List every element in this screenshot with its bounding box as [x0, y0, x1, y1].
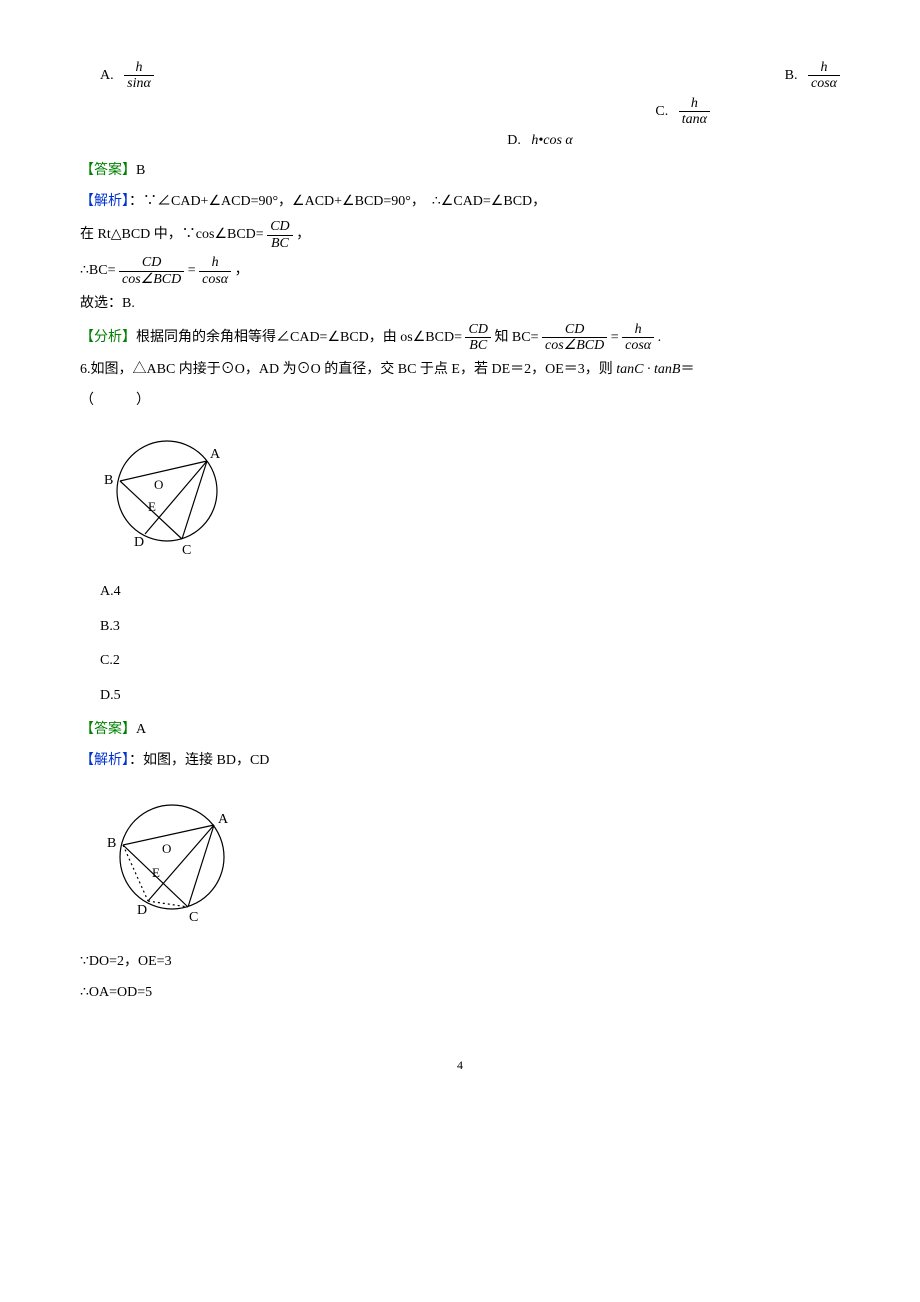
label-C: C [189, 910, 198, 925]
frac-bc2: h cosα [199, 255, 231, 287]
bc-pre: ∴BC= [80, 263, 119, 278]
frac-cd-bc: CD BC [267, 219, 292, 251]
answer-value: A [136, 722, 146, 737]
q5-answer: 【答案】B [80, 158, 840, 185]
q5-fenxi: 【分析】根据同角的余角相等得∠CAD=∠BCD，由 os∠BCD= CD BC … [80, 322, 840, 354]
q6-option-a: A.4 [100, 579, 840, 606]
eq: = [188, 263, 199, 278]
label-E: E [148, 499, 156, 514]
q5-option-a: A. h sinα [100, 60, 154, 92]
option-d-text: h•cos α [531, 133, 572, 148]
q5-bc-line: ∴BC= CD cos∠BCD = h cosα ， [80, 255, 840, 287]
q5-rt-line: 在 Rt△BCD 中，∵cos∠BCD= CD BC ， [80, 219, 840, 251]
q5-option-c: C. h tanα [80, 96, 840, 128]
option-b-label: B. [785, 68, 798, 83]
option-a-label: A. [100, 68, 114, 83]
fenxi-label: 【分析】 [80, 330, 136, 345]
q6-stem: 6.如图，△ABC 内接于⊙O，AD 为⊙O 的直径，交 BC 于点 E，若 D… [80, 357, 840, 384]
q6-figure-1: A B O E D C [92, 426, 840, 567]
q6-analysis: 【解析】：如图，连接 BD，CD [80, 748, 840, 775]
q6-options: A.4 B.3 C.2 D.5 [100, 579, 840, 709]
bc-tail: ， [235, 263, 249, 278]
fenxi-mid: 知 BC= [494, 330, 542, 345]
q6-option-d: D.5 [100, 683, 840, 710]
label-A: A [210, 447, 221, 462]
frac-fenxi-3: h cosα [622, 322, 654, 354]
circle-diagram-icon: A B O E D C [92, 426, 242, 556]
analysis-label: 【解析】 [80, 194, 129, 209]
label-E: E [152, 865, 160, 880]
q6-option-c: C.2 [100, 648, 840, 675]
rt-pre: 在 Rt△BCD 中，∵cos∠BCD= [80, 227, 267, 242]
circle-diagram-2-icon: A B O E D C [92, 787, 252, 927]
eq2: = [611, 330, 622, 345]
label-B: B [107, 836, 116, 851]
label-O: O [154, 477, 163, 492]
answer-label: 【答案】 [80, 722, 136, 737]
q6-figure-2: A B O E D C [92, 787, 840, 938]
q6-answer: 【答案】A [80, 717, 840, 744]
analysis-text: ：∵∠CAD+∠ACD=90°，∠ACD+∠BCD=90°， ∴∠CAD=∠BC… [129, 194, 546, 209]
option-a-fraction: h sinα [124, 60, 154, 92]
q6-option-b: B.3 [100, 614, 840, 641]
option-c-fraction: h tanα [679, 96, 710, 128]
q5-conclusion: 故选：B. [80, 291, 840, 318]
q6-stem-post: ＝ [680, 362, 694, 377]
q6-stem-pre: 6.如图，△ABC 内接于⊙O，AD 为⊙O 的直径，交 BC 于点 E，若 D… [80, 362, 616, 377]
page-number: 4 [80, 1054, 840, 1077]
rt-tail: ， [296, 227, 310, 242]
label-O: O [162, 841, 171, 856]
label-A: A [218, 812, 229, 827]
label-D: D [137, 903, 147, 918]
frac-fenxi-2: CD cos∠BCD [542, 322, 607, 354]
q5-option-b: B. h cosα [785, 60, 840, 92]
q5-option-d: D. h•cos α [80, 128, 840, 155]
analysis-text: ：如图，连接 BD，CD [129, 753, 269, 768]
q6-paren: （ ） [80, 388, 840, 415]
option-b-fraction: h cosα [808, 60, 840, 92]
fenxi-text1: 根据同角的余角相等得∠CAD=∠BCD，由 os∠BCD= [136, 330, 465, 345]
label-D: D [134, 535, 144, 550]
q6-line1: ∵DO=2，OE=3 [80, 949, 840, 976]
frac-fenxi-1: CD BC [465, 322, 490, 354]
option-c-label: C. [655, 104, 668, 119]
q5-analysis-1: 【解析】：∵∠CAD+∠ACD=90°，∠ACD+∠BCD=90°， ∴∠CAD… [80, 189, 840, 216]
frac-bc1: CD cos∠BCD [119, 255, 184, 287]
q5-option-row-ab: A. h sinα B. h cosα [80, 60, 840, 92]
answer-label: 【答案】 [80, 163, 136, 178]
option-d-label: D. [507, 133, 521, 148]
q6-stem-math: tanC · tanB [616, 362, 680, 377]
analysis-label: 【解析】 [80, 753, 129, 768]
label-C: C [182, 543, 191, 556]
q6-line2: ∴OA=OD=5 [80, 980, 840, 1007]
answer-value: B [136, 163, 145, 178]
fenxi-tail: . [658, 330, 662, 345]
label-B: B [104, 473, 113, 488]
